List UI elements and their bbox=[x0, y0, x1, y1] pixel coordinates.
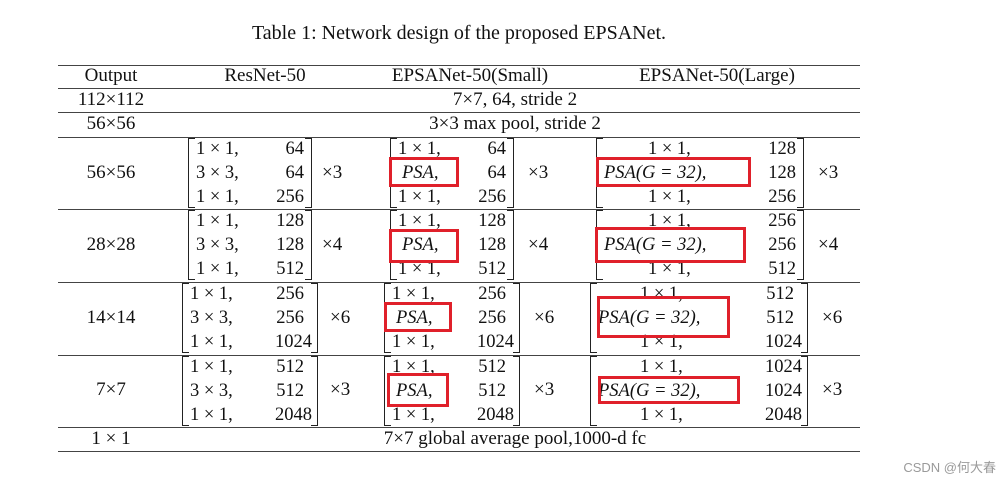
large-block: 1 × 1, 512 PSA(G = 32), 512 1 × 1, 1024 bbox=[590, 282, 808, 354]
large-block: 1 × 1, 256 PSA(G = 32), 256 1 × 1, 512 bbox=[596, 209, 804, 281]
repeat-count: ×6 bbox=[330, 307, 351, 328]
row-output: 56×56 bbox=[86, 113, 136, 134]
repeat-count: ×4 bbox=[528, 234, 549, 255]
stage-output: 7×7 bbox=[96, 379, 126, 400]
psa-highlight-box bbox=[387, 373, 449, 407]
final-output: 1 × 1 bbox=[91, 428, 131, 449]
large-block: 1 × 1, 128 PSA(G = 32), 128 1 × 1, 256 bbox=[596, 137, 804, 209]
psa-highlight-box bbox=[389, 157, 459, 187]
psa-g32-highlight-box bbox=[596, 157, 751, 187]
psa-highlight-box bbox=[384, 302, 452, 332]
resnet-block: 1 × 1, 256 3 × 3, 256 1 × 1, 1024 bbox=[182, 282, 318, 354]
rule-top bbox=[58, 65, 860, 66]
rule bbox=[58, 137, 860, 138]
repeat-count: ×3 bbox=[330, 379, 351, 400]
psa-highlight-box bbox=[389, 229, 459, 263]
small-block: 1 × 1, 512 PSA, 512 1 × 1, 2048 bbox=[384, 355, 520, 427]
repeat-count: ×3 bbox=[528, 162, 549, 183]
rule bbox=[58, 355, 860, 356]
row-output: 112×112 bbox=[77, 89, 145, 110]
repeat-count: ×3 bbox=[822, 379, 843, 400]
psa-g32-highlight-box bbox=[595, 227, 746, 263]
resnet-block: 1 × 1, 64 3 × 3, 64 1 × 1, 256 bbox=[188, 137, 312, 209]
rule-bottom bbox=[58, 451, 860, 452]
header-small: EPSANet-50(Small) bbox=[391, 65, 549, 86]
stage-output: 56×56 bbox=[86, 162, 136, 183]
repeat-count: ×4 bbox=[322, 234, 343, 255]
rule bbox=[58, 112, 860, 113]
header-output: Output bbox=[84, 65, 138, 86]
large-block: 1 × 1, 1024 PSA(G = 32), 1024 1 × 1, 2048 bbox=[590, 355, 808, 427]
stage-output: 14×14 bbox=[86, 307, 136, 328]
stage-output: 28×28 bbox=[86, 234, 136, 255]
psa-g32-highlight-box bbox=[598, 376, 740, 404]
table-caption: Table 1: Network design of the proposed … bbox=[251, 22, 667, 44]
final-text: 7×7 global average pool,1000-d fc bbox=[383, 428, 647, 449]
repeat-count: ×3 bbox=[534, 379, 555, 400]
header-resnet: ResNet-50 bbox=[224, 65, 306, 86]
rule bbox=[58, 427, 860, 428]
rule bbox=[58, 282, 860, 283]
rule bbox=[58, 209, 860, 210]
row-span-text: 3×3 max pool, stride 2 bbox=[429, 113, 601, 134]
psa-g32-highlight-box bbox=[597, 296, 730, 338]
repeat-count: ×4 bbox=[818, 234, 839, 255]
resnet-block: 1 × 1, 512 3 × 3, 512 1 × 1, 2048 bbox=[182, 355, 318, 427]
repeat-count: ×6 bbox=[822, 307, 843, 328]
small-block: 1 × 1, 128 PSA, 128 1 × 1, 512 bbox=[390, 209, 514, 281]
row-span-text: 7×7, 64, stride 2 bbox=[452, 89, 578, 110]
repeat-count: ×6 bbox=[534, 307, 555, 328]
resnet-block: 1 × 1, 128 3 × 3, 128 1 × 1, 512 bbox=[188, 209, 312, 281]
repeat-count: ×3 bbox=[818, 162, 839, 183]
repeat-count: ×3 bbox=[322, 162, 343, 183]
watermark: CSDN @何大春 bbox=[903, 460, 996, 475]
rule bbox=[58, 88, 860, 89]
header-large: EPSANet-50(Large) bbox=[639, 65, 795, 86]
